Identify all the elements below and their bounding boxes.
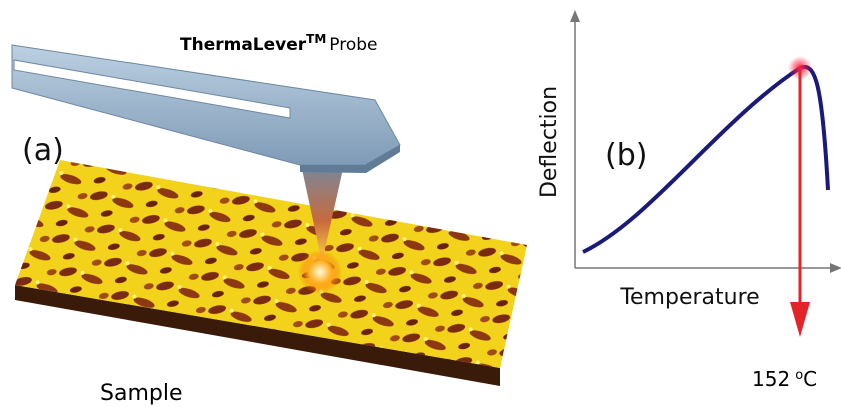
- unit: C: [803, 367, 817, 391]
- probe-name: ThermaLever: [180, 35, 307, 55]
- probe-suffix: Probe: [329, 35, 377, 55]
- y-axis-label: Deflection: [537, 86, 562, 198]
- degree: o: [795, 368, 803, 383]
- sample-label: Sample: [100, 381, 183, 406]
- x-axis-label: Temperature: [619, 285, 759, 310]
- sample: [15, 160, 527, 386]
- peak-value: 152: [752, 367, 790, 391]
- peak-arrow: [790, 70, 810, 337]
- peak-temperature: 152 oC: [752, 367, 817, 391]
- figure: ThermaLeverTMProbe (a) Sample (b) Deflec…: [0, 0, 841, 407]
- panel-label: (b): [605, 138, 647, 173]
- panel-label: (a): [22, 133, 64, 168]
- trademark: TM: [306, 32, 326, 46]
